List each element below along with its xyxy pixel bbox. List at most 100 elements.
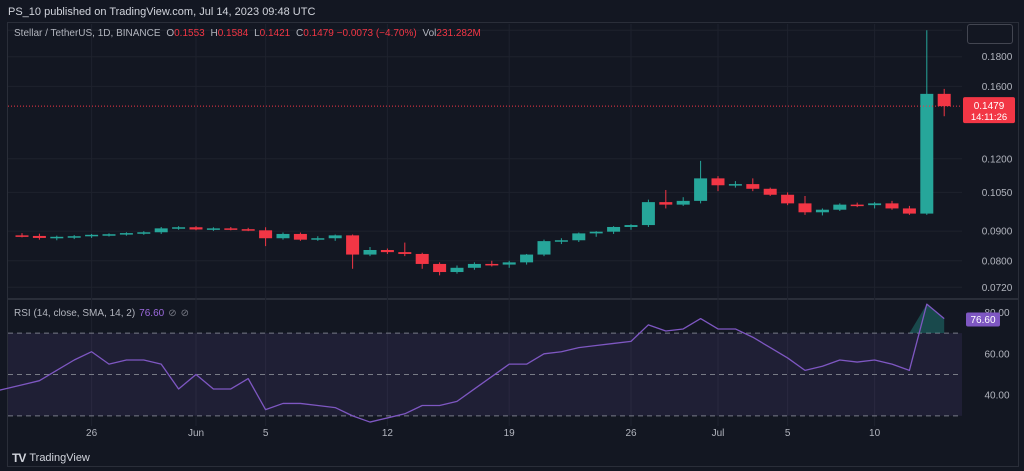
close-value: 0.1479	[303, 28, 334, 39]
x-tick-label: 12	[382, 428, 394, 439]
candle-body	[467, 263, 481, 268]
rsi-legend: RSI (14, close, SMA, 14, 2) 76.60 ⊘ ⊘	[14, 308, 189, 319]
candle-body	[293, 233, 307, 240]
rsi-tick-label: 40.00	[984, 391, 1009, 402]
candle-body	[937, 93, 951, 107]
rsi-line	[0, 303, 945, 423]
last-price-badge	[963, 97, 1015, 124]
high-value: 0.1584	[217, 28, 249, 39]
candle-body	[728, 184, 742, 186]
candle-body	[711, 178, 725, 186]
price-tick-label: 0.1600	[982, 82, 1013, 93]
symbol-name[interactable]: Stellar / TetherUS, 1D, BINANCE	[14, 28, 161, 39]
candle-body	[172, 227, 186, 229]
published-header: PS_10 published on TradingView.com, Jul …	[0, 0, 1024, 24]
tradingview-logo: TV TradingView	[12, 451, 90, 465]
low-label: L	[254, 28, 260, 39]
candle-body	[694, 178, 708, 201]
candle-body	[868, 203, 882, 206]
last-price-value: 0.1479	[974, 101, 1005, 112]
candle-body	[311, 238, 325, 240]
open-value: 0.1553	[174, 28, 205, 39]
candle-body	[885, 203, 899, 209]
candle-body	[224, 228, 238, 230]
candle-body	[380, 250, 394, 253]
candle-body	[572, 233, 586, 241]
rsi-overbought-fill	[909, 304, 945, 334]
close-label: C	[296, 28, 304, 39]
candle-body	[798, 203, 812, 213]
price-tick-label: 0.0720	[982, 283, 1013, 294]
x-tick-label: 10	[869, 428, 881, 439]
x-tick-label: 5	[785, 428, 791, 439]
candle-body	[676, 200, 690, 205]
x-tick-label: Jul	[712, 428, 725, 439]
rsi-badge-value: 76.60	[970, 315, 995, 326]
candle-body	[259, 230, 273, 239]
high-label: H	[210, 28, 218, 39]
price-tick-label: 0.1200	[982, 154, 1013, 165]
rsi-tick-label: 60.00	[984, 349, 1009, 360]
candle-body	[502, 262, 516, 265]
candle-body	[659, 202, 673, 205]
candle-body	[328, 235, 342, 239]
candle-body	[781, 194, 795, 204]
candle-body	[119, 233, 133, 235]
candle-body	[102, 234, 116, 236]
x-tick-label: 19	[504, 428, 516, 439]
candle-body	[154, 228, 168, 233]
candle-body	[833, 204, 847, 210]
candle-body	[137, 232, 151, 234]
candle-body	[520, 254, 534, 263]
candle-body	[206, 228, 220, 230]
candle-body	[746, 184, 760, 189]
candle-body	[589, 231, 603, 234]
last-price-countdown: 14:11:26	[971, 112, 1007, 123]
x-tick-label: Jun	[188, 428, 204, 439]
candle-body	[346, 235, 360, 255]
hidden-icon[interactable]: ⊘	[168, 308, 177, 319]
rsi-value-badge	[966, 312, 1000, 327]
candle-body	[363, 250, 377, 255]
rsi-label[interactable]: RSI (14, close, SMA, 14, 2)	[14, 308, 136, 319]
volume-label: Vol	[422, 28, 437, 39]
candle-body	[189, 227, 203, 230]
change-value: −0.0073 (−4.70%)	[336, 28, 417, 39]
x-tick-label: 26	[625, 428, 637, 439]
candle-body	[241, 229, 255, 231]
chart-frame	[7, 22, 1019, 467]
logo-mark-icon: TV	[12, 451, 26, 465]
candle-body	[554, 240, 568, 242]
price-tick-label: 0.1800	[982, 52, 1013, 63]
price-tick-label: 0.0800	[982, 256, 1013, 267]
chart-settings-box[interactable]	[967, 24, 1013, 44]
candle-body	[433, 263, 447, 273]
candle-body	[815, 209, 829, 213]
candle-body	[763, 188, 777, 195]
brand-name: TradingView	[29, 452, 90, 464]
price-tick-label: 0.0900	[982, 227, 1013, 238]
candle-body	[850, 204, 864, 207]
candle-body	[415, 253, 429, 264]
price-tick-label: 0.1050	[982, 188, 1013, 199]
candle-body	[607, 226, 621, 232]
candle-body	[641, 202, 655, 226]
candle-body	[537, 241, 551, 255]
volume-value: 231.282M	[436, 28, 481, 39]
low-value: 0.1421	[259, 28, 291, 39]
x-tick-label: 5	[263, 428, 269, 439]
candle-body	[920, 93, 934, 214]
settings-icon[interactable]: ⊘	[180, 308, 189, 319]
open-label: O	[166, 28, 175, 39]
candle-body	[624, 225, 638, 227]
candle-body	[276, 233, 290, 239]
candle-body	[398, 252, 412, 254]
rsi-value: 76.60	[139, 308, 165, 319]
candle-body	[50, 236, 64, 239]
x-tick-label: 26	[86, 428, 98, 439]
candle-body	[85, 234, 99, 237]
candle-body	[32, 235, 46, 238]
candle-body	[15, 235, 29, 237]
candle-body	[902, 208, 916, 214]
